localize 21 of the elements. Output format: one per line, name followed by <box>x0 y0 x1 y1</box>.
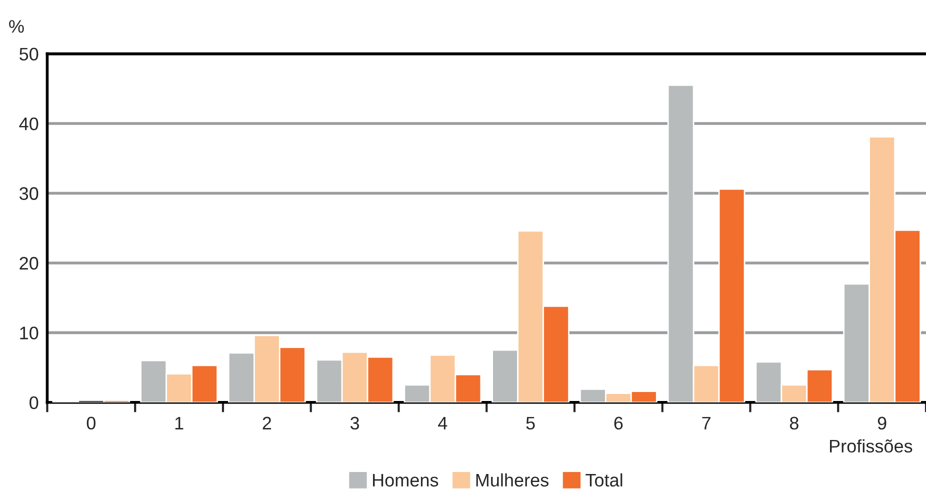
y-tick-label: 30 <box>20 187 38 200</box>
x-tick-label: 3 <box>350 416 360 430</box>
x-tick-label: 2 <box>262 416 272 430</box>
x-tick-label: 8 <box>790 416 798 430</box>
x-axis-title: Profissões <box>830 439 912 453</box>
y-tick-label: 0 <box>30 396 38 410</box>
x-tick-label: 5 <box>526 416 535 430</box>
y-tick-label: 40 <box>19 117 38 130</box>
x-tick-label: 9 <box>878 416 886 430</box>
legend-label: Homens <box>373 474 438 487</box>
x-tick-label: 1 <box>175 416 184 430</box>
y-tick-label: 20 <box>20 256 38 270</box>
legend-label: Mulheres <box>476 473 548 487</box>
y-tick-label: 10 <box>20 326 38 340</box>
x-tick-label: 0 <box>86 416 96 430</box>
x-tick-label: 4 <box>438 416 448 430</box>
x-tick-label: 6 <box>614 416 623 430</box>
x-tick-label: 7 <box>702 416 710 430</box>
y-tick-label: 50 <box>20 48 38 61</box>
legend-label: Total <box>586 473 622 487</box>
y-axis-title: % <box>9 20 24 33</box>
